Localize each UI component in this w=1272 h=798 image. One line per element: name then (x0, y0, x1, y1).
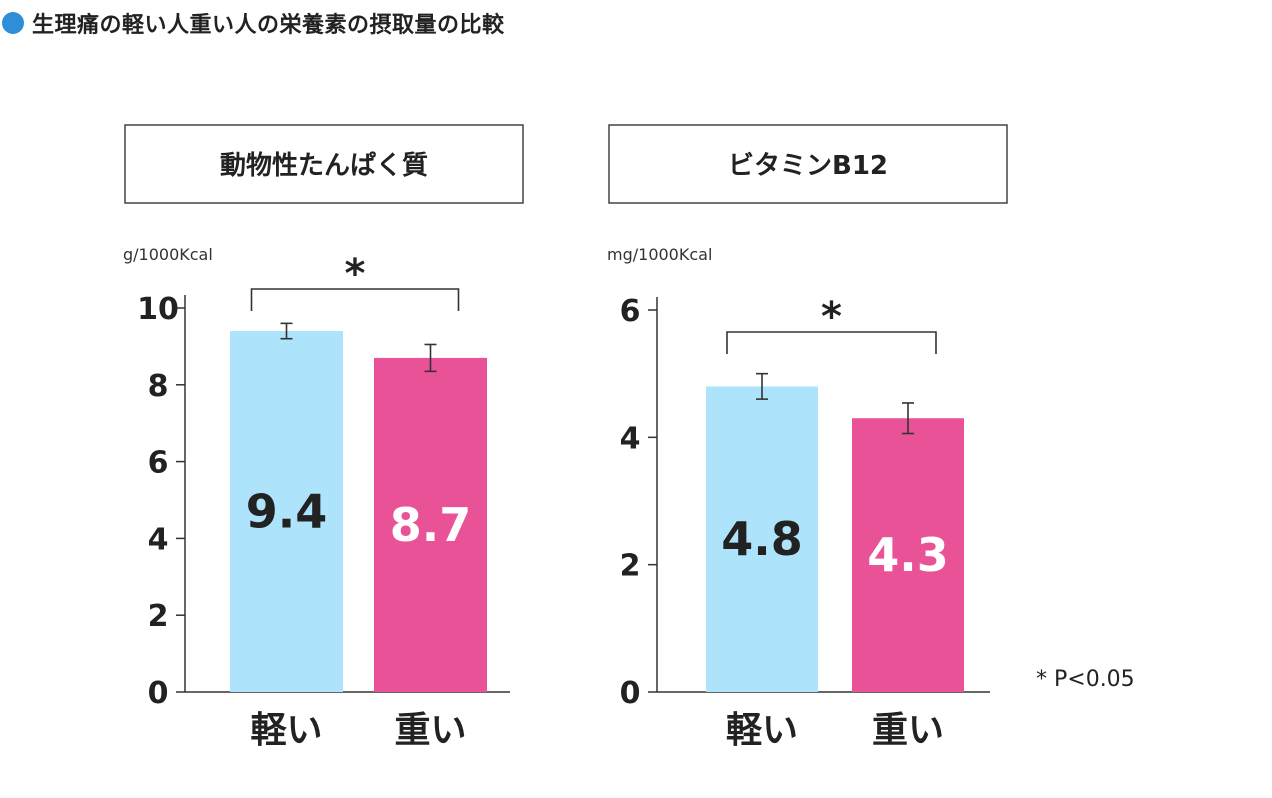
chart1-significance-mark: * (345, 251, 366, 297)
chart2-y-tick-label-0: 0 (620, 676, 641, 711)
chart1-category-label-2: 重い (394, 710, 466, 751)
chart1-y-tick-label-5: 10 (137, 292, 179, 327)
chart2-category-label-1: 軽い (726, 710, 798, 751)
figure-title-text: 生理痛の軽い人重い人の栄養素の摂取量の比較 (32, 13, 505, 38)
chart2-bar-value-label-2: 4.3 (867, 528, 949, 582)
chart2-bar-value-label-1: 4.8 (721, 512, 803, 566)
chart1-category-label-1: 軽い (250, 710, 322, 751)
chart1-y-tick-label-4: 8 (148, 369, 169, 404)
chart1-significance-bracket (250, 288, 460, 311)
chart1-y-tick-label-0: 0 (148, 676, 169, 711)
chart2-y-axis-label: mg/1000Kcal (607, 245, 712, 264)
chart2-title-frame (608, 124, 1008, 204)
significance-note: * P<0.05 (1036, 667, 1135, 692)
figure-title: 生理痛の軽い人重い人の栄養素の摂取量の比較 (2, 6, 505, 40)
chart1-bar-value-label-2: 8.7 (390, 498, 472, 552)
chart1-bar-value-label-1: 9.4 (246, 485, 328, 539)
chart2-significance-bracket (726, 331, 937, 354)
chart1-title-frame (124, 124, 524, 204)
chart2-y-tick-label-2: 4 (620, 421, 641, 456)
chart1-y-tick-label-1: 2 (148, 599, 169, 634)
chart1-bar-1 (230, 331, 343, 692)
chart2-bar-1 (706, 386, 818, 692)
bullet-dot-icon (2, 12, 24, 34)
chart2-title: ビタミンB12 (728, 151, 888, 181)
chart2-significance-mark: * (821, 294, 842, 340)
chart1-y-tick-label-2: 4 (148, 522, 169, 557)
chart1-title: 動物性たんぱく質 (220, 151, 428, 181)
chart1-bar-2 (374, 357, 487, 692)
chart1-y-tick-label-3: 6 (148, 446, 169, 481)
chart2-y-tick-label-3: 6 (620, 294, 641, 329)
chart2-category-label-2: 重い (872, 710, 944, 751)
chart2-bar-2 (852, 418, 964, 692)
chart1-y-axis-label: g/1000Kcal (123, 245, 213, 264)
chart2-y-tick-label-1: 2 (620, 549, 641, 584)
